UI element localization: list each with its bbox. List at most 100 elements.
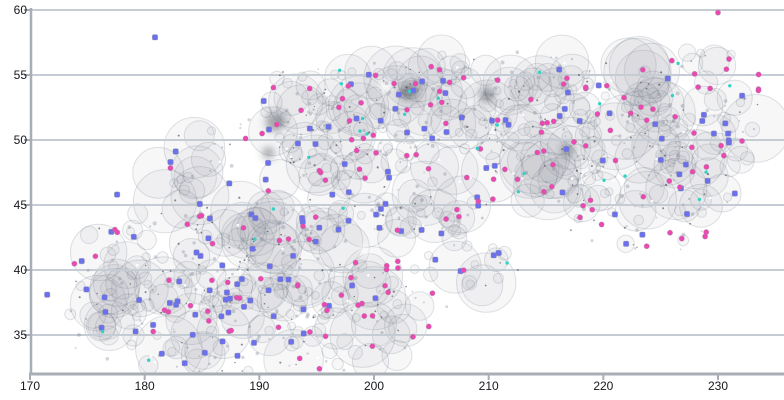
speck-layer [69, 50, 759, 373]
cyan-point [697, 197, 702, 202]
x-tick-label: 180 [135, 379, 155, 393]
pink-point [436, 88, 443, 95]
pink-point [707, 85, 714, 92]
pink-point [425, 323, 432, 330]
cyan-point [338, 68, 342, 73]
pink-point [612, 157, 619, 164]
blue-point [240, 303, 248, 310]
y-tick-label: 40 [14, 263, 28, 277]
blue-point [189, 331, 196, 338]
blue-point [247, 297, 254, 304]
pink-point [276, 237, 283, 244]
cyan-point [436, 96, 440, 100]
blue-point [505, 121, 512, 128]
pink-point [643, 243, 650, 250]
pink-point [640, 193, 647, 200]
pink-point [571, 138, 578, 145]
pink-point [603, 82, 610, 89]
blue-point [206, 215, 213, 222]
pink-point [228, 327, 235, 334]
blue-point [652, 121, 659, 128]
pink-point [338, 292, 345, 299]
pink-point [259, 130, 266, 137]
pink-point [548, 183, 555, 190]
blue-point [132, 328, 139, 335]
pink-point [446, 79, 453, 86]
blue-point [181, 360, 188, 367]
pink-point [726, 56, 733, 63]
pink-point [298, 107, 305, 114]
pink-point [755, 87, 762, 94]
blue-point [576, 117, 583, 125]
blue-point [201, 349, 208, 356]
pink-point [92, 253, 99, 260]
pink-point [715, 9, 722, 16]
pink-point [755, 71, 762, 78]
pink-point [270, 84, 277, 91]
blue-point [376, 224, 383, 231]
pink-point [676, 184, 683, 191]
cyan-point [670, 93, 675, 98]
blue-point [365, 71, 372, 78]
blue-point [442, 90, 449, 97]
pink-point [187, 302, 194, 309]
blue-point [300, 306, 307, 313]
pink-point [273, 121, 280, 128]
pink-point [453, 206, 460, 213]
cyan-point [407, 89, 412, 94]
cyan-point [271, 207, 276, 211]
pink-point [413, 151, 420, 158]
pink-point [242, 135, 249, 142]
blue-point [664, 75, 671, 82]
blue-point [731, 190, 738, 197]
y-tick-label: 55 [14, 68, 28, 82]
y-tick-label: 50 [14, 133, 28, 147]
pink-point [527, 96, 534, 103]
blue-point [102, 308, 109, 316]
pink-point [668, 57, 675, 64]
pink-point [394, 258, 401, 265]
blue-point [306, 125, 313, 132]
blue-point [418, 226, 425, 233]
blue-point [438, 230, 445, 237]
blue-point [335, 226, 342, 233]
blue-point [285, 276, 292, 283]
pink-point [165, 277, 172, 284]
blue-point [704, 177, 711, 184]
pink-point [666, 177, 673, 184]
pink-point [490, 176, 497, 183]
pink-point [352, 259, 359, 266]
x-tick-label: 190 [249, 379, 269, 393]
blue-point [316, 224, 323, 231]
pink-point [161, 307, 168, 314]
cyan-point [598, 102, 602, 106]
blue-point [561, 105, 568, 112]
blue-point [556, 112, 563, 120]
pink-point [339, 95, 346, 102]
blue-point [219, 338, 226, 345]
pink-point [667, 229, 674, 236]
cyan-point [495, 123, 499, 127]
blue-point [223, 289, 230, 296]
blue-point [329, 191, 336, 198]
blue-point [382, 200, 389, 207]
pink-point [372, 72, 379, 79]
blue-point [559, 189, 566, 196]
axes [24, 8, 784, 380]
pink-point [265, 187, 272, 194]
blue-point [483, 164, 490, 172]
pink-point [540, 188, 547, 195]
pink-point [71, 260, 78, 267]
blue-point [206, 287, 213, 294]
pink-point [412, 80, 419, 87]
blue-point [439, 77, 447, 84]
pink-point [442, 120, 449, 127]
blue-point [225, 309, 232, 316]
blue-point [300, 330, 307, 337]
blue-point [260, 97, 267, 105]
pink-point [598, 221, 605, 228]
pink-point [381, 282, 388, 289]
blue-point [676, 171, 683, 178]
blue-point [174, 298, 181, 305]
